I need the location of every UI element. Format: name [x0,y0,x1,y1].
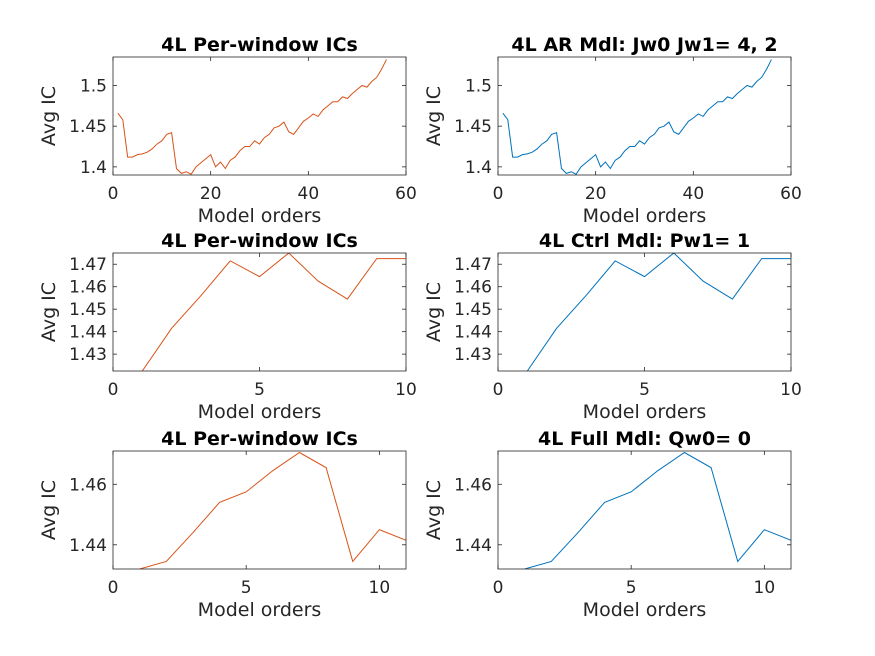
series-line [141,253,406,371]
x-tick-label: 60 [395,184,417,204]
subplot-1: 0 20 40 60 1.4 1.45 1.5 4L Per-window ICs Model … [38,34,417,227]
y-tick-label: 1.5 [465,76,492,96]
y-tick-label: 1.46 [69,278,107,298]
x-tick-label: 0 [108,578,119,598]
x-axis-label: Model orders [198,599,322,621]
series-line [139,451,406,569]
axes-box [112,450,407,570]
subplot-3: 0 5 10 1.431.44 1.451.46 1.47 4L Per-window IC… [38,230,417,423]
y-tick-label: 1.4 [465,158,492,178]
x-tick-label: 5 [254,380,265,400]
series-line [526,253,791,371]
x-tick-label: 0 [493,184,504,204]
plot-area [498,451,791,569]
x-axis-label: Model orders [198,205,322,227]
subplot-title: 4L Full Mdl: Qw0= 0 [538,428,751,450]
subplot-title: 4L Per-window ICs [161,230,358,252]
x-tick-label: 10 [780,380,802,400]
y-tick-label: 1.46 [69,475,107,495]
x-axis-label: Model orders [583,205,707,227]
plot-area [113,57,406,175]
y-tick-label: 1.44 [454,536,492,556]
series-line [117,59,387,175]
plot-area [498,253,791,371]
x-tick-label: 0 [108,380,119,400]
y-tick-label: 1.44 [454,323,492,343]
subplot-title: 4L Ctrl Mdl: Pw1= 1 [539,230,750,252]
x-tick-label: 20 [200,184,222,204]
y-axis-label: Avg IC [38,86,60,146]
y-tick-label: 1.44 [69,536,107,556]
plot-area [113,451,406,569]
series-line [502,59,772,175]
plot-area [113,253,406,371]
x-tick-label: 60 [780,184,802,204]
axes-box [112,56,407,176]
x-tick-label: 5 [639,380,650,400]
x-axis-label: Model orders [583,401,707,423]
y-tick-label: 1.43 [69,345,107,365]
axes-box [497,450,792,570]
x-tick-label: 5 [241,578,252,598]
x-tick-label: 20 [585,184,607,204]
subplot-5: 0 5 10 1.44 1.46 4L Per-window ICs Model order… [38,428,407,621]
y-tick-label: 1.45 [454,300,492,320]
subplot-2: 0 20 40 60 1.4 1.45 1.5 4L AR Mdl: Jw0 Jw1= 4, … [423,34,802,227]
y-tick-label: 1.45 [69,117,107,137]
y-tick-label: 1.45 [454,117,492,137]
y-tick-label: 1.5 [80,76,107,96]
x-tick-label: 40 [298,184,320,204]
x-tick-label: 10 [369,578,391,598]
x-tick-label: 0 [493,578,504,598]
x-tick-label: 10 [395,380,417,400]
x-tick-label: 0 [493,380,504,400]
subplot-title: 4L AR Mdl: Jw0 Jw1= 4, 2 [511,34,777,56]
y-tick-label: 1.45 [69,300,107,320]
series-line [524,451,791,569]
axes-box [497,56,792,176]
x-tick-label: 0 [108,184,119,204]
y-axis-label: Avg IC [423,480,445,540]
y-tick-label: 1.46 [454,278,492,298]
y-tick-label: 1.44 [69,323,107,343]
x-axis-label: Model orders [583,599,707,621]
y-axis-label: Avg IC [423,282,445,342]
y-tick-label: 1.43 [454,345,492,365]
x-tick-label: 40 [683,184,705,204]
subplot-title: 4L Per-window ICs [161,34,358,56]
subplot-6: 0 5 10 1.44 1.46 4L Full Mdl: Qw0= 0 Model ord… [423,428,792,621]
x-tick-label: 5 [626,578,637,598]
y-axis-label: Avg IC [38,480,60,540]
y-tick-label: 1.47 [454,255,492,275]
y-axis-label: Avg IC [423,86,445,146]
y-tick-label: 1.47 [69,255,107,275]
x-axis-label: Model orders [198,401,322,423]
y-tick-label: 1.4 [80,158,107,178]
subplot-4: 0 5 10 1.431.44 1.451.46 1.47 4L Ctrl Mdl: Pw1… [423,230,802,423]
y-tick-label: 1.46 [454,475,492,495]
y-axis-label: Avg IC [38,282,60,342]
plot-area [498,57,791,175]
x-tick-label: 10 [754,578,776,598]
subplot-title: 4L Per-window ICs [161,428,358,450]
